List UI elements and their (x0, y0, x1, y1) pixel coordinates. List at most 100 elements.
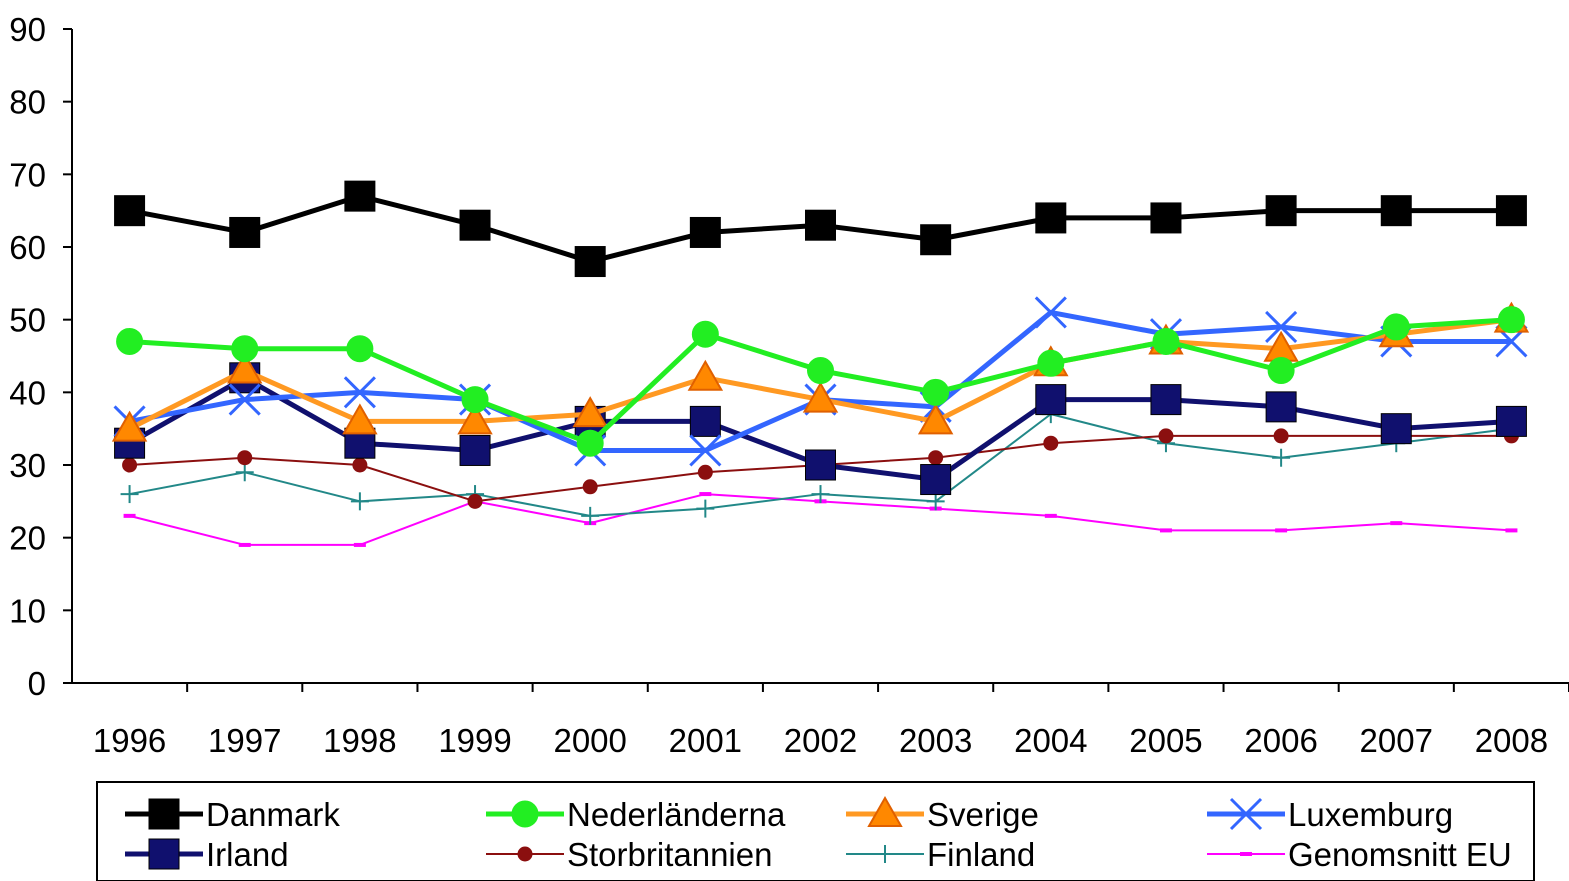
y-tick-label: 0 (28, 665, 46, 702)
legend-label-sverige: Sverige (927, 796, 1039, 833)
point-sverige-marker (227, 352, 263, 384)
point-genomsnitt-eu-marker (353, 542, 366, 547)
point-luxemburg-marker-stroke (343, 376, 376, 409)
x-tick-label: 2005 (1129, 722, 1202, 759)
legend-item-genomsnitt-eu: Genomsnitt EU (1207, 836, 1512, 873)
point-genomsnitt-eu-marker (1275, 528, 1288, 533)
point-genomsnitt-eu-marker (699, 492, 712, 497)
point-storbritannien-marker (928, 450, 944, 466)
y-tick-label: 60 (9, 229, 46, 266)
point-irland-marker (1380, 413, 1412, 445)
point-genomsnitt-eu-marker (1044, 513, 1057, 518)
point-sverige-marker (342, 403, 378, 435)
legend-box (96, 781, 1535, 881)
point-luxemburg-marker-stroke (689, 434, 722, 467)
x-tick-label: 2004 (1014, 722, 1087, 759)
legend-label-nederl-nderna: Nederländerna (567, 796, 786, 833)
point-nederl-nderna-marker (231, 335, 259, 363)
y-tick-label: 90 (9, 11, 46, 48)
point-irland-marker (1150, 384, 1182, 416)
point-luxemburg-marker (689, 434, 722, 467)
point-danmark-marker (805, 209, 836, 241)
point-danmark-marker (1035, 202, 1067, 234)
legend-marker-nederl-nderna-marker (511, 800, 539, 828)
point-luxemburg-marker (1034, 296, 1067, 329)
point-danmark-marker (459, 209, 491, 241)
point-irland-marker (1265, 391, 1297, 423)
point-finland-marker (926, 492, 945, 511)
legend-marker-luxemburg-marker (1229, 797, 1263, 831)
point-storbritannien-marker (582, 479, 598, 495)
legend-marker-genomsnitt-eu-marker (1240, 852, 1252, 856)
point-sverige-marker (111, 410, 148, 442)
axes: 0 10 20 30 40 50 60 70 80 90 1996 1997 1998 1999 2000 2… (9, 11, 1569, 759)
point-nederl-nderna-marker (346, 335, 374, 363)
series-nederl-nderna (116, 306, 1525, 457)
point-nederl-nderna-marker (1382, 313, 1410, 341)
point-finland-marker (811, 485, 830, 504)
point-finland-marker (120, 485, 139, 504)
x-tick-label: 1996 (93, 722, 166, 759)
point-nederl-nderna-marker (1037, 349, 1065, 377)
point-nederl-nderna-marker (807, 357, 834, 385)
point-storbritannien-marker (697, 464, 713, 480)
legend-label-danmark: Danmark (206, 796, 340, 833)
legend-item-danmark: Danmark (125, 796, 340, 833)
point-storbritannien-marker (1273, 428, 1289, 444)
point-danmark-marker (229, 216, 261, 248)
y-tick-label: 80 (9, 84, 46, 121)
y-tick-label: 70 (9, 156, 46, 193)
point-irland-marker (689, 405, 721, 437)
point-genomsnitt-eu-marker (238, 542, 251, 547)
point-genomsnitt-eu-marker (123, 513, 136, 518)
point-storbritannien-marker (467, 493, 483, 509)
x-tick-label: 2008 (1475, 722, 1548, 759)
y-tick-label: 30 (9, 447, 46, 484)
point-storbritannien-marker (1158, 428, 1174, 444)
point-danmark-marker (1380, 195, 1412, 227)
point-storbritannien-marker (237, 450, 253, 466)
legend-item-sverige: Sverige (846, 795, 1039, 833)
point-luxemburg-marker (343, 376, 376, 409)
series-lines (111, 180, 1530, 547)
point-storbritannien-marker (1043, 435, 1059, 451)
point-finland-marker (581, 506, 600, 525)
point-luxemburg-marker (228, 383, 261, 416)
point-finland-marker (235, 463, 254, 482)
point-luxemburg-marker-stroke (228, 383, 261, 416)
point-sverige-marker (687, 359, 724, 391)
point-danmark-marker (114, 195, 146, 227)
point-nederl-nderna-marker (116, 327, 144, 355)
series-danmark (114, 180, 1527, 278)
legend-item-storbritannien: Storbritannien (486, 836, 772, 873)
x-tick-label: 2003 (899, 722, 972, 759)
point-irland-marker (1495, 405, 1527, 437)
legend: Danmark Nederländerna Sverige Luxemburg Irla… (96, 781, 1535, 881)
y-tick-label: 50 (9, 302, 46, 339)
point-irland-marker (920, 464, 952, 496)
legend-label-storbritannien: Storbritannien (567, 836, 772, 873)
point-genomsnitt-eu-marker (1390, 521, 1403, 526)
point-storbritannien-marker (352, 457, 368, 473)
legend-marker-finland-marker (876, 845, 894, 863)
point-luxemburg-marker-stroke (1034, 296, 1067, 329)
point-nederl-nderna-marker (922, 378, 950, 406)
x-tick-label: 1997 (208, 722, 281, 759)
legend-marker-irland-marker (148, 838, 180, 870)
point-danmark-marker (1265, 195, 1297, 227)
point-storbritannien-marker (122, 457, 138, 473)
point-irland-marker (1035, 384, 1067, 416)
point-sverige-marker (572, 396, 608, 428)
point-sverige-marker (917, 403, 954, 435)
x-tick-label: 1999 (438, 722, 511, 759)
y-tick-label: 10 (9, 592, 46, 629)
point-danmark-marker (689, 216, 721, 248)
legend-item-nederl-nderna: Nederländerna (486, 796, 786, 833)
legend-item-irland: Irland (125, 836, 289, 873)
x-tick-label: 1998 (323, 722, 396, 759)
x-tick-label: 2001 (669, 722, 742, 759)
y-tick-label: 20 (9, 520, 46, 557)
x-tick-label: 2000 (553, 722, 626, 759)
point-sverige-marker (457, 403, 493, 435)
point-nederl-nderna-marker (1152, 327, 1180, 355)
